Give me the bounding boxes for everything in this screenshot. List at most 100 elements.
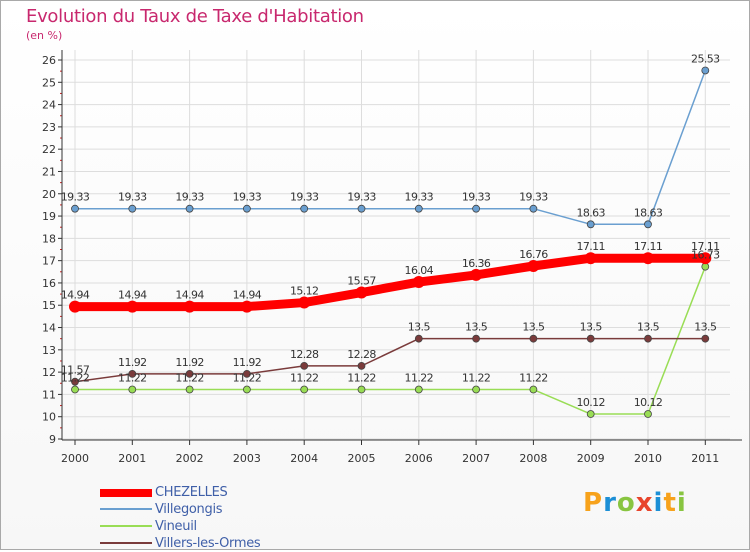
data-label: 19.33 bbox=[175, 191, 204, 204]
logo-letter: o bbox=[616, 488, 636, 518]
data-point bbox=[357, 204, 366, 213]
x-tick-label: 2011 bbox=[691, 452, 719, 465]
data-label: 19.33 bbox=[290, 191, 319, 204]
data-point bbox=[527, 259, 540, 272]
data-label: 25.53 bbox=[691, 52, 720, 65]
legend-swatch-villers-les-ormes bbox=[100, 542, 152, 544]
data-point bbox=[472, 385, 481, 394]
data-label: 17.11 bbox=[691, 240, 720, 253]
x-tick-label: 2000 bbox=[61, 452, 89, 465]
data-point bbox=[701, 66, 710, 75]
data-point bbox=[300, 385, 309, 394]
data-label: 11.92 bbox=[233, 356, 262, 369]
data-label: 18.63 bbox=[576, 206, 605, 219]
y-tick-label: 22 bbox=[42, 143, 56, 156]
data-point bbox=[242, 385, 251, 394]
data-label: 13.5 bbox=[637, 321, 660, 334]
logo-letter: i bbox=[653, 488, 664, 518]
logo-letter: t bbox=[663, 488, 677, 518]
x-tick-label: 2001 bbox=[118, 452, 146, 465]
data-point bbox=[128, 385, 137, 394]
data-label: 11.57 bbox=[61, 364, 90, 377]
data-point bbox=[298, 296, 311, 309]
data-label: 15.12 bbox=[290, 285, 319, 298]
y-tick-label: 20 bbox=[42, 188, 56, 201]
y-tick-label: 26 bbox=[42, 54, 56, 67]
x-tick-label: 2006 bbox=[405, 452, 433, 465]
data-label: 19.33 bbox=[462, 191, 491, 204]
data-label: 16.73 bbox=[691, 249, 720, 262]
data-label: 18.63 bbox=[634, 206, 663, 219]
data-point bbox=[414, 334, 423, 343]
logo-letter: P bbox=[583, 488, 604, 518]
data-label: 15.57 bbox=[347, 275, 376, 288]
y-tick-label: 24 bbox=[42, 99, 56, 112]
data-label: 16.04 bbox=[405, 264, 434, 277]
data-label: 13.5 bbox=[408, 321, 431, 334]
data-point bbox=[472, 334, 481, 343]
data-point bbox=[644, 220, 652, 229]
series-lines bbox=[69, 66, 712, 418]
data-label: 12.28 bbox=[347, 348, 376, 361]
data-point bbox=[642, 252, 654, 265]
data-label: 12.28 bbox=[290, 348, 319, 361]
series-line-chezelles bbox=[70, 253, 710, 312]
data-point bbox=[529, 334, 538, 343]
data-point bbox=[470, 268, 483, 281]
legend-label-chezelles: CHEZELLES bbox=[155, 485, 228, 500]
data-point bbox=[300, 361, 309, 370]
data-label: 13.5 bbox=[522, 321, 545, 334]
data-label: 19.33 bbox=[118, 191, 147, 204]
y-tick-label: 14 bbox=[42, 322, 56, 335]
y-tick-label: 23 bbox=[42, 121, 56, 134]
data-label: 14.94 bbox=[118, 289, 147, 302]
logo-letter: x bbox=[635, 488, 654, 518]
data-label: 11.22 bbox=[175, 372, 204, 385]
data-label: 11.22 bbox=[519, 372, 548, 385]
data-label: 11.22 bbox=[405, 372, 434, 385]
legend-swatch-chezelles bbox=[100, 489, 152, 497]
data-label: 10.12 bbox=[634, 396, 663, 409]
data-label: 19.33 bbox=[347, 191, 376, 204]
data-point bbox=[71, 377, 79, 386]
series-line-villers-les-ormes bbox=[74, 337, 707, 383]
data-label: 13.5 bbox=[694, 321, 717, 334]
data-point bbox=[71, 385, 79, 394]
data-point bbox=[699, 252, 712, 265]
data-point bbox=[185, 370, 194, 378]
legend-label-vineuil: Vineuil bbox=[155, 519, 197, 534]
data-point bbox=[185, 204, 194, 213]
data-point bbox=[586, 334, 595, 343]
legend-label-villers-les-ormes: Villers-les-Ormes bbox=[155, 536, 261, 551]
data-point bbox=[185, 385, 194, 394]
data-labels: 14.94 14.94 14.94 14.94 15.12 15.57 16.04 16.36… bbox=[61, 52, 721, 409]
data-point bbox=[71, 204, 79, 213]
legend-swatch-vineuil bbox=[100, 525, 152, 527]
x-tick-label: 2009 bbox=[577, 452, 605, 465]
y-tick-label: 15 bbox=[42, 299, 56, 312]
data-point bbox=[242, 370, 251, 378]
data-point bbox=[412, 276, 425, 289]
data-label: 11.22 bbox=[61, 372, 90, 385]
data-point bbox=[183, 300, 196, 313]
data-label: 16.76 bbox=[519, 248, 548, 261]
chart-title: Evolution du Taux de Taxe d'Habitation bbox=[26, 6, 364, 27]
y-tick-label: 19 bbox=[42, 210, 56, 223]
data-label: 19.33 bbox=[233, 191, 262, 204]
y-tick-label: 9 bbox=[49, 433, 56, 446]
data-point bbox=[126, 300, 139, 313]
data-point bbox=[586, 220, 595, 229]
proxiti-logo: Proxiti bbox=[583, 488, 687, 518]
y-tick-label: 13 bbox=[42, 344, 56, 357]
data-label: 14.94 bbox=[61, 289, 90, 302]
data-point bbox=[242, 204, 251, 213]
data-point bbox=[128, 370, 137, 378]
y-tick-label: 10 bbox=[42, 411, 56, 424]
data-label: 14.94 bbox=[175, 289, 204, 302]
y-tick-label: 16 bbox=[42, 277, 56, 290]
series-line-vineuil bbox=[74, 265, 707, 415]
data-point bbox=[701, 262, 710, 271]
legend-swatch-villegongis bbox=[100, 508, 152, 510]
data-label: 10.12 bbox=[576, 396, 605, 409]
